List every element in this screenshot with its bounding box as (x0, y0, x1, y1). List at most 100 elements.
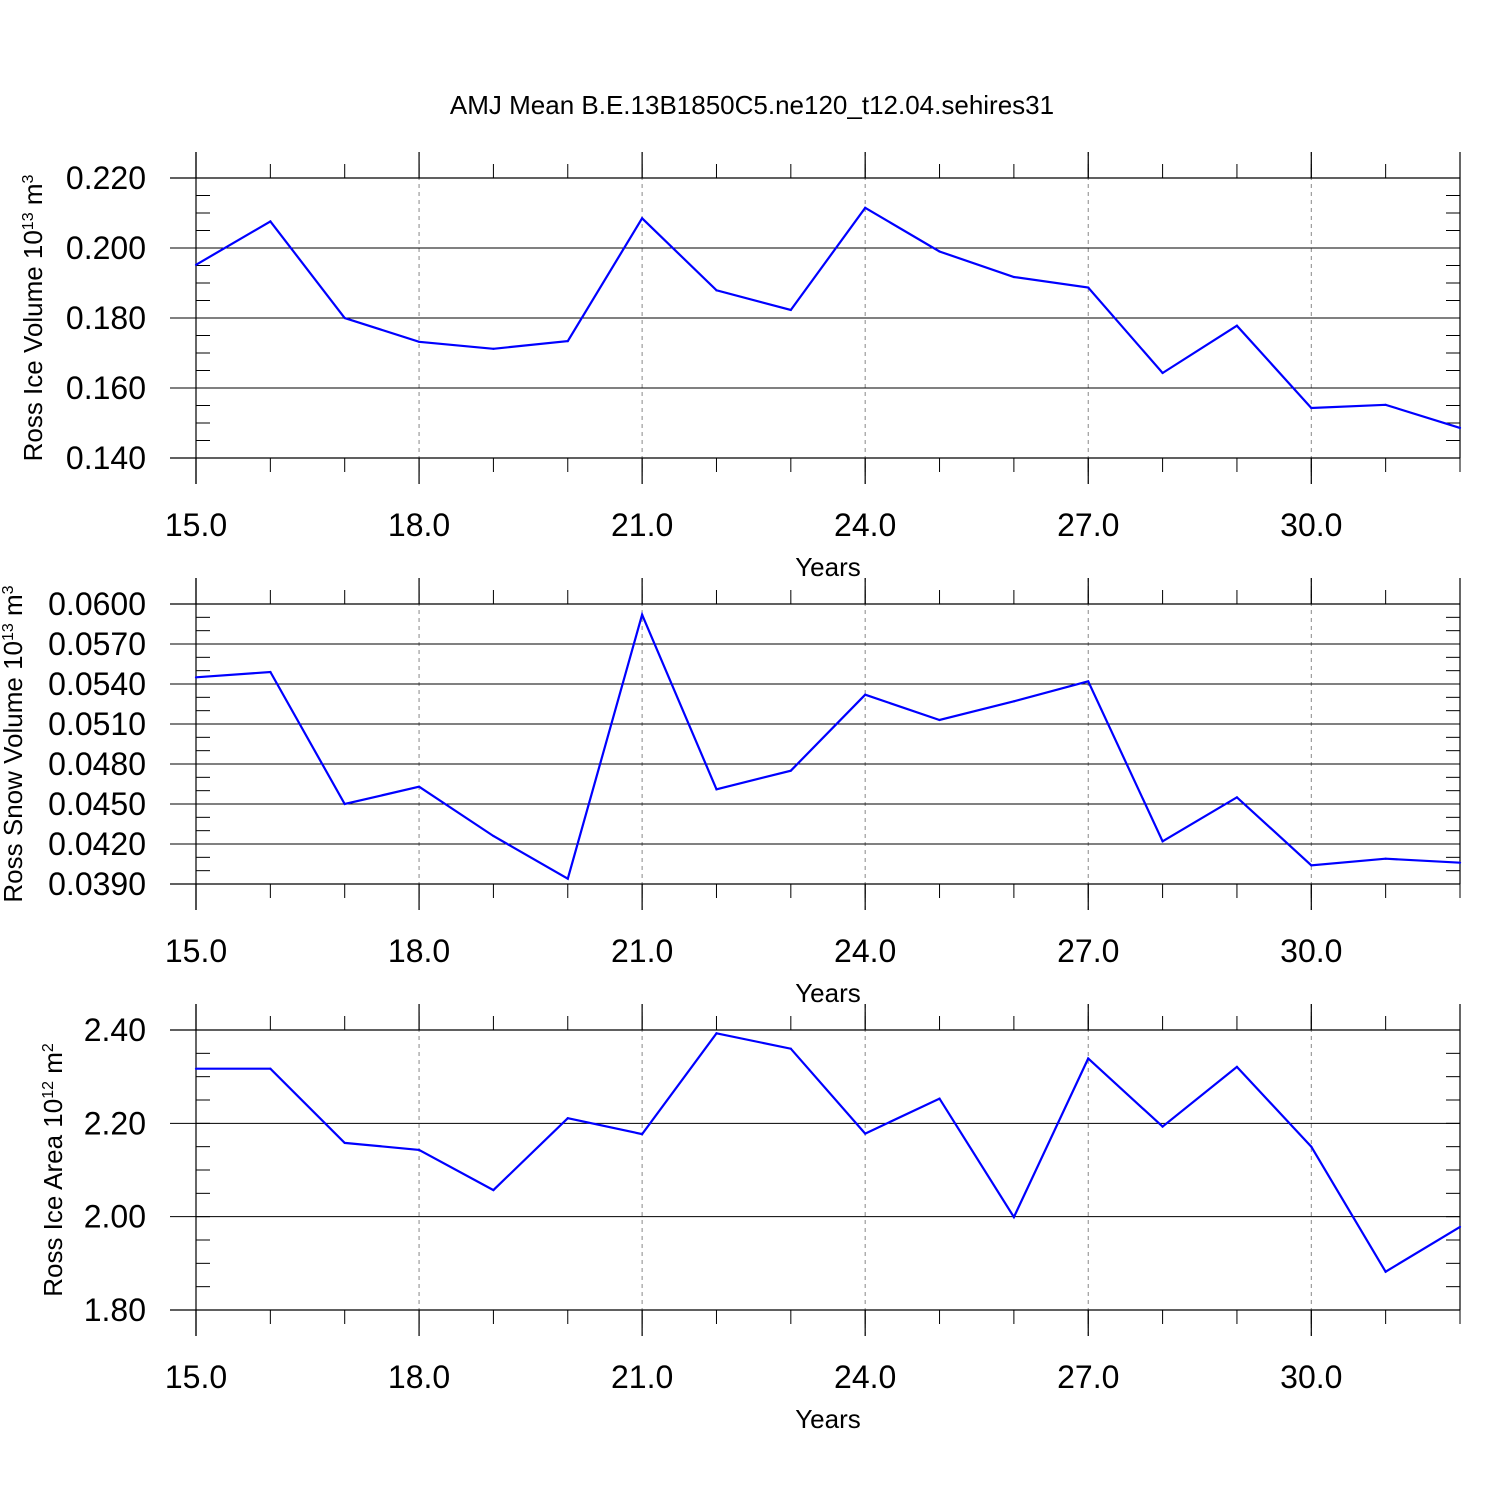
x-axis-label: Years (795, 978, 861, 1008)
x-tick-label: 27.0 (1057, 507, 1119, 543)
x-tick-label: 18.0 (388, 1359, 450, 1395)
data-point (789, 308, 792, 312)
y-axis-label-unit-exp: 3 (20, 174, 37, 183)
data-point (715, 289, 718, 292)
x-tick-label: 21.0 (611, 933, 673, 969)
data-point (194, 263, 198, 266)
series-line (195, 611, 1461, 881)
data-point (269, 1067, 272, 1070)
x-tick-label: 15.0 (165, 933, 227, 969)
y-axis-label-prefix: Ross Ice Volume 10 (18, 230, 48, 461)
x-tick-label: 30.0 (1280, 507, 1342, 543)
data-point (566, 877, 569, 880)
data-point (641, 613, 644, 616)
x-tick-label: 27.0 (1057, 1359, 1119, 1395)
y-axis-label-unit: m (18, 183, 48, 212)
data-point (789, 769, 792, 772)
y-tick-label: 1.80 (84, 1292, 146, 1328)
data-point (789, 1047, 792, 1050)
y-axis-label-exp: 13 (0, 623, 17, 641)
chart-panel-1: 0.140 0.160 0.180 0.200 0.220 15.0 18.0 21.0 24.… (18, 152, 1462, 582)
data-point (343, 316, 346, 320)
y-axis-label-unit: m (38, 1052, 68, 1081)
x-tick-label: 18.0 (388, 507, 450, 543)
y-axis-label-unit: m (0, 594, 28, 623)
x-tick-label: 30.0 (1280, 1359, 1342, 1395)
y-axis-label: Ross Snow Volume 1013 m3 (0, 585, 28, 902)
y-axis-label: Ross Ice Volume 1013 m3 (18, 174, 48, 461)
y-axis-label-exp: 12 (40, 1081, 57, 1099)
data-point (938, 1097, 941, 1100)
y-tick-label: 0.0510 (48, 706, 146, 742)
y-tick-label: 0.0480 (48, 746, 146, 782)
data-point (864, 693, 867, 696)
y-axis-label-prefix: Ross Snow Volume 10 (0, 641, 28, 903)
data-point (1161, 840, 1164, 843)
data-point (641, 217, 644, 220)
data-point (1384, 403, 1387, 406)
data-point (1458, 861, 1462, 864)
y-tick-label: 0.160 (66, 370, 146, 406)
data-point (566, 340, 569, 343)
data-point (1161, 371, 1164, 375)
data-point (1012, 275, 1015, 279)
data-point (1384, 857, 1387, 860)
data-point (1087, 680, 1090, 683)
data-point (492, 347, 495, 350)
y-tick-label: 0.0570 (48, 626, 146, 662)
x-tick-label: 21.0 (611, 1359, 673, 1395)
data-point (864, 1132, 867, 1135)
y-tick-label: 0.140 (66, 440, 146, 476)
series-line (196, 1032, 1461, 1274)
x-tick-label: 27.0 (1057, 933, 1119, 969)
y-axis-label-exp: 13 (20, 212, 37, 230)
data-point (194, 676, 198, 679)
data-point (1458, 1225, 1462, 1229)
x-tick-label: 24.0 (834, 507, 896, 543)
data-point (417, 1148, 421, 1152)
data-point (343, 1141, 346, 1145)
x-tick-label: 24.0 (834, 1359, 896, 1395)
y-axis-label: Ross Ice Area 1012 m2 (38, 1043, 68, 1297)
data-point (1012, 700, 1015, 703)
data-point (566, 1117, 569, 1120)
data-point (417, 340, 421, 343)
x-axis-label: Years (795, 1404, 861, 1434)
data-point (1458, 426, 1462, 429)
data-point (1310, 406, 1313, 410)
data-point (1235, 1065, 1239, 1068)
chart-panel-3: 1.80 2.00 2.20 2.40 15.0 18.0 21.0 24.0 27.0 30.0… (38, 1004, 1462, 1434)
x-tick-label: 30.0 (1280, 933, 1342, 969)
data-point (492, 834, 495, 838)
data-point (1087, 286, 1090, 289)
data-point (1161, 1125, 1164, 1128)
data-point (343, 802, 346, 806)
data-point (194, 1067, 198, 1070)
data-point (1012, 1216, 1015, 1219)
data-point (1310, 864, 1313, 867)
y-tick-label: 2.20 (84, 1105, 146, 1141)
figure-title: AMJ Mean B.E.13B1850C5.ne120_t12.04.sehi… (450, 90, 1054, 120)
y-tick-label: 0.0600 (48, 586, 146, 622)
data-point (1235, 324, 1239, 327)
y-axis-label-unit-exp: 2 (40, 1043, 57, 1052)
y-axis-label-unit-exp: 3 (0, 585, 17, 594)
data-point (1384, 1270, 1387, 1273)
data-point (1310, 1145, 1313, 1148)
x-tick-label: 18.0 (388, 933, 450, 969)
y-tick-label: 2.40 (84, 1012, 146, 1048)
data-point (715, 1032, 718, 1035)
y-tick-label: 0.220 (66, 160, 146, 196)
y-tick-label: 0.0540 (48, 666, 146, 702)
series-line (195, 206, 1461, 429)
data-point (641, 1132, 644, 1136)
y-tick-label: 0.200 (66, 230, 146, 266)
y-tick-label: 0.0390 (48, 866, 146, 902)
data-point (269, 220, 272, 223)
data-point (492, 1188, 495, 1192)
data-point (715, 788, 718, 791)
y-tick-label: 0.0420 (48, 826, 146, 862)
x-tick-label: 21.0 (611, 507, 673, 543)
data-point (417, 785, 421, 788)
